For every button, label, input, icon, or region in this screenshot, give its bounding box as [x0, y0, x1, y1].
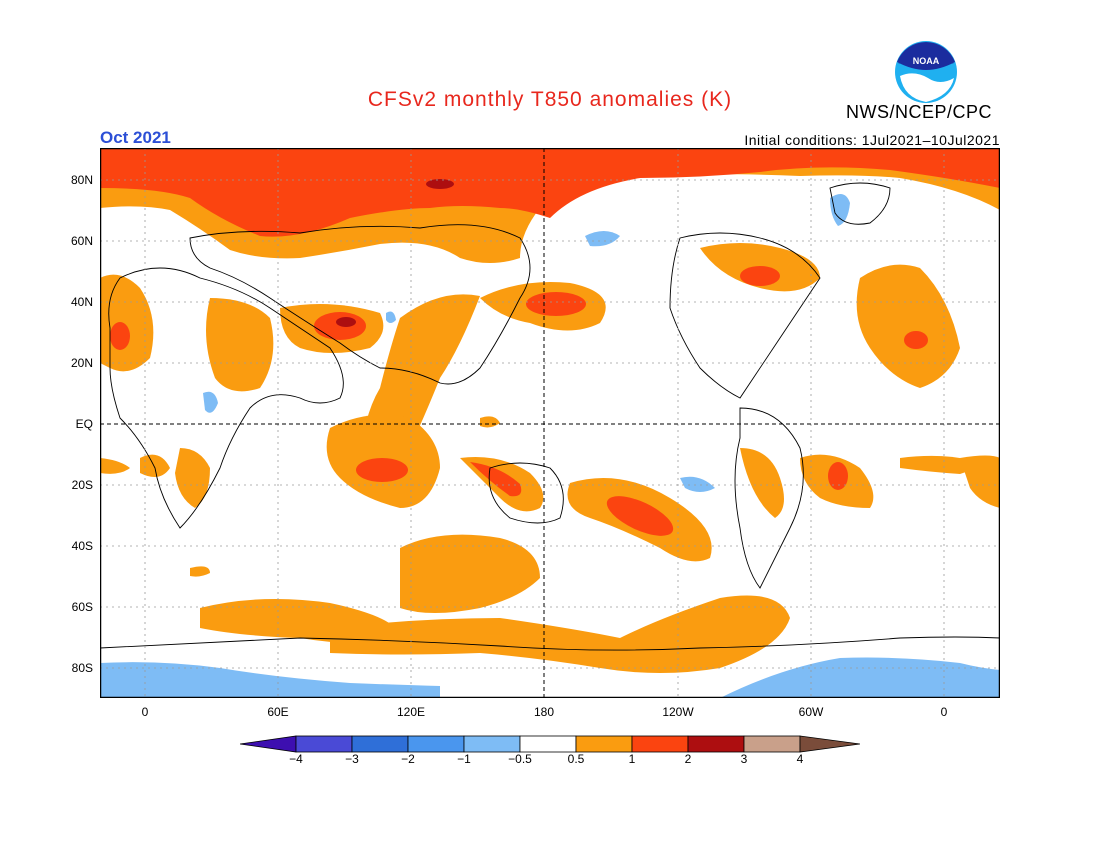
xlabel-60e: 60E — [267, 705, 289, 719]
ylabel-80s: 80S — [71, 661, 93, 675]
forecast-month: Oct 2021 — [100, 128, 171, 147]
cbar-label-p4: 4 — [796, 752, 804, 766]
cbar-label-p1: 1 — [628, 752, 636, 766]
chart-title: CFSv2 monthly T850 anomalies (K) — [367, 88, 733, 111]
ylabel-60n: 60N — [70, 234, 93, 248]
coastlines — [100, 182, 1000, 651]
xlabel-0-east: 0 — [940, 705, 948, 719]
cbar-label-m4: −4 — [289, 752, 303, 766]
initial-conditions: Initial conditions: 1Jul2021–10Jul2021 — [744, 132, 1000, 148]
cool-anomaly-patches — [203, 194, 850, 492]
ylabel-40s: 40S — [71, 539, 93, 553]
cbar-label-p3: 3 — [740, 752, 748, 766]
ylabel-60s: 60S — [71, 600, 93, 614]
ylabel-40n: 40N — [70, 295, 93, 309]
arctic-warm-band — [100, 148, 1000, 263]
cbar-label-m05: −0.5 — [508, 752, 532, 766]
cbar-label-p2: 2 — [684, 752, 692, 766]
xlabel-180: 180 — [533, 705, 555, 719]
warm-anomaly-patches — [100, 243, 1000, 577]
svg-text:NOAA: NOAA — [913, 56, 940, 66]
agency-label: NWS/NCEP/CPC — [846, 102, 993, 122]
xlabel-120w: 120W — [662, 705, 694, 719]
graticule — [100, 148, 1000, 698]
xlabel-120e: 120E — [396, 705, 426, 719]
ylabel-80n: 80N — [70, 173, 93, 187]
colorbar — [240, 735, 860, 753]
xlabel-60w: 60W — [798, 705, 824, 719]
xlabel-0: 0 — [141, 705, 149, 719]
southern-ocean-warm — [200, 534, 790, 673]
anomaly-map — [100, 148, 1000, 698]
map-frame — [100, 148, 1000, 698]
cbar-label-m3: −3 — [345, 752, 359, 766]
ylabel-20n: 20N — [70, 356, 93, 370]
noaa-logo: NOAA — [895, 41, 957, 103]
cbar-label-m2: −2 — [401, 752, 415, 766]
ylabel-eq: EQ — [75, 417, 93, 431]
cbar-label-m1: −1 — [457, 752, 471, 766]
ylabel-20s: 20S — [71, 478, 93, 492]
cbar-label-p05: 0.5 — [567, 752, 585, 766]
